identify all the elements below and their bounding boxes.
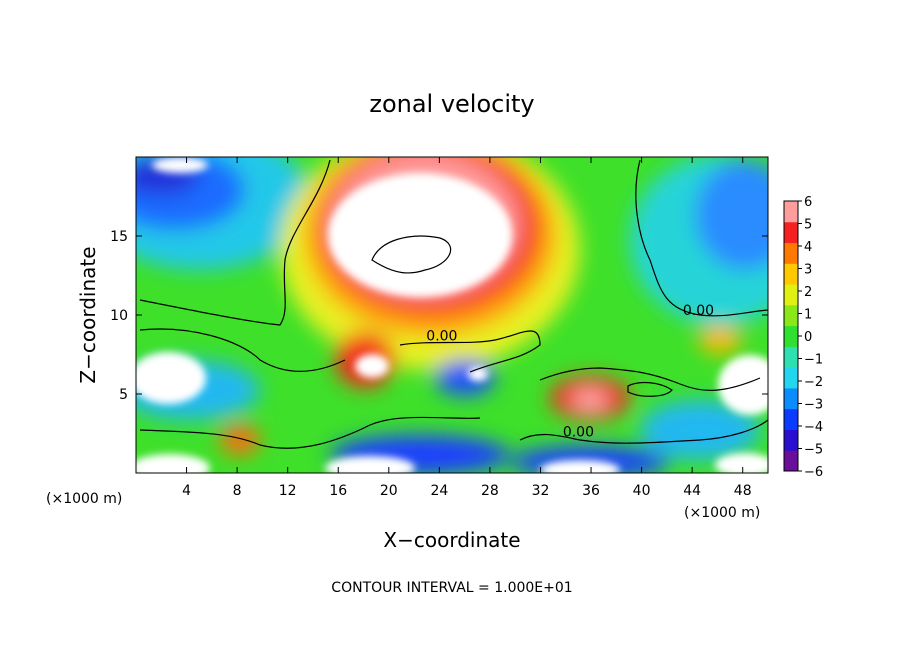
zero-contours [139,159,768,449]
velocity-field [136,157,768,473]
x-axis-unit: (×1000 m) [684,505,760,521]
colorbar-tick-label: −3 [804,398,823,413]
x-tick-label: 48 [734,483,752,499]
contour-interval-note: CONTOUR INTERVAL = 1.000E+01 [331,580,572,596]
y-axis-unit: (×1000 m) [46,491,122,507]
x-tick-label: 12 [279,483,297,499]
colorbar-segment [784,408,798,430]
colorbar-tick-label: 2 [804,285,812,300]
colorbar-segment [784,367,798,389]
colorbar-segment [784,284,798,306]
colorbar-segment [784,325,798,347]
colorbar-tick-label: 1 [804,308,812,323]
colorbar-tick-label: −1 [804,353,823,368]
colorbar-segment [784,450,798,472]
colorbar: 6 5 4 3 2 1 0 −1 −2 −3 −4 −5 −6 [783,195,823,480]
colorbar-tick-label: 5 [804,218,812,233]
x-tick-label: 20 [380,483,398,499]
colorbar-tick-label: −6 [804,465,823,480]
x-axis-label: X−coordinate [383,528,520,552]
contour-label-group: 0.00 0.00 0.00 [426,303,714,441]
colorbar-segment [784,263,798,285]
colorbar-tick-label: −2 [804,375,823,390]
y-tick-label: 10 [110,308,128,324]
chart-title: zonal velocity [369,90,534,118]
x-axis: 4 8 12 16 20 24 28 32 36 40 44 48 [182,157,752,499]
contour-label: 0.00 [426,328,457,344]
x-tick-label: 44 [683,483,701,499]
colorbar-tick-label: 0 [804,330,812,345]
colorbar-segment [784,201,798,223]
colorbar-segment [784,429,798,451]
colorbar-segment [784,387,798,410]
x-tick-label: 16 [329,483,347,499]
x-tick-label: 28 [481,483,499,499]
colorbar-tick-label: 6 [804,195,812,210]
colorbar-segment [784,346,798,368]
x-tick-label: 36 [582,483,600,499]
y-axis: 5 10 15 [110,229,768,403]
colorbar-tick-label: −4 [804,420,823,435]
x-tick-label: 40 [633,483,651,499]
colorbar-segment [784,242,798,264]
colorbar-tick-label: 4 [804,240,812,255]
colorbar-segment [784,221,798,244]
colorbar-tick-label: −5 [804,443,823,458]
y-tick-label: 5 [119,387,128,403]
x-tick-label: 4 [182,483,191,499]
y-tick-label: 15 [110,229,128,245]
x-tick-label: 24 [430,483,448,499]
x-tick-label: 8 [233,483,242,499]
contour-label: 0.00 [563,425,594,441]
contour-label: 0.00 [683,303,714,319]
x-tick-label: 32 [532,483,550,499]
colorbar-tick-label: 3 [804,263,812,278]
y-axis-label: Z−coordinate [76,246,100,383]
colorbar-segment [784,304,798,327]
